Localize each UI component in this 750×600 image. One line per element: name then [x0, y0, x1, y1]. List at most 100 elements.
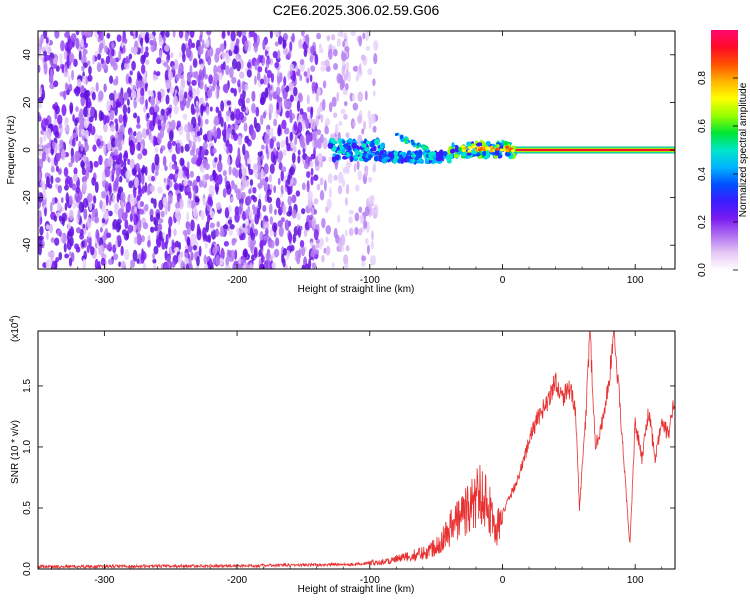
spectrogram-cell — [244, 251, 248, 258]
spectrogram-cell — [120, 94, 124, 106]
spectrogram-cell — [314, 138, 319, 149]
spectrogram-cell — [120, 261, 126, 269]
spectrogram-cell — [261, 144, 265, 150]
spectrogram-cell — [325, 118, 331, 126]
spectrogram-signal-cell — [359, 152, 363, 158]
spectrogram-cell — [58, 215, 62, 222]
spectrogram-cell — [207, 129, 213, 142]
spectrogram-cell — [291, 32, 295, 43]
spectrogram-cell — [260, 114, 264, 126]
spectrogram-signal-cell — [466, 152, 472, 156]
spectrogram-cell — [372, 125, 377, 133]
spectrogram-cell — [197, 136, 201, 143]
spectrogram-cell — [75, 106, 79, 112]
spectrogram-cell — [38, 244, 42, 256]
spectrogram-cell — [278, 76, 283, 83]
spectrogram-cell — [135, 31, 138, 38]
spectrogram-signal-cell — [425, 147, 429, 151]
spectrogram-cell — [343, 113, 348, 120]
spectrogram-cell — [149, 208, 154, 218]
spectrogram-cell — [229, 66, 234, 79]
spectrogram-cell — [248, 209, 253, 221]
spectrogram-cell — [293, 121, 298, 132]
spectrogram-cell — [142, 261, 147, 269]
spectrogram-cell — [165, 122, 170, 129]
spectrogram-cell — [243, 262, 247, 269]
spectrogram-cell — [184, 143, 190, 152]
spectrogram-cell — [253, 32, 258, 43]
spectrogram-cell — [55, 177, 61, 183]
spectrogram-cell — [252, 186, 257, 194]
spectrogram-cell — [222, 170, 227, 177]
spectrogram-cell — [348, 161, 352, 168]
spectrogram-signal-cell — [416, 145, 420, 149]
spectrogram-cell — [249, 262, 253, 269]
spectrogram-cell — [129, 194, 135, 206]
spectrogram-cell — [269, 183, 273, 191]
spectrogram-cell — [254, 61, 258, 71]
spectrogram-cell — [287, 174, 291, 186]
spectrogram-cell — [64, 31, 70, 39]
colorbar: 0.0 0.2 0.4 0.6 0.8 Normalized spectral ampl… — [697, 30, 749, 277]
spectrogram-cell — [241, 31, 247, 38]
spectrogram-cell — [232, 167, 237, 176]
spectrogram-cell — [238, 167, 243, 180]
spectrogram-cell — [192, 206, 198, 219]
spectrogram-cell — [76, 78, 82, 88]
spectrogram-cell — [112, 78, 119, 86]
spectrogram-cell — [373, 53, 378, 65]
spectrogram-cell — [316, 107, 321, 117]
spectrogram-cell — [224, 207, 230, 219]
spectrogram-cell — [207, 196, 213, 206]
snr-frame — [37, 330, 676, 570]
spectrogram-cell — [136, 233, 142, 246]
spectrogram-cell — [51, 197, 56, 206]
spectrogram-cell — [162, 155, 167, 167]
spectrogram-cell — [225, 256, 230, 266]
spectrogram-cell — [123, 91, 129, 101]
spectrogram-cell — [117, 223, 122, 231]
spectrogram-signal-cell — [454, 146, 460, 153]
spectrogram-cell — [222, 188, 227, 198]
spectrogram-cell — [362, 32, 366, 40]
spectrogram-cell — [246, 61, 252, 69]
spectrogram-cell — [234, 212, 240, 223]
spectrogram-peak-cell — [477, 148, 482, 152]
spectrogram-cell — [235, 38, 240, 45]
spectrogram-cell — [53, 80, 59, 88]
spectrogram-cell — [277, 220, 283, 228]
spectrogram-cell — [92, 144, 97, 152]
spectrogram-cell — [270, 72, 275, 83]
y-tick-label: 0 — [22, 147, 33, 153]
spectrogram-cell — [227, 155, 231, 167]
spectrogram-cell — [154, 153, 160, 166]
spectrogram-cell — [41, 89, 46, 100]
spectrogram-cell — [263, 163, 269, 175]
spectrogram-cell — [263, 221, 270, 230]
spectrogram-cell — [289, 63, 295, 72]
spectrogram-cell — [87, 192, 93, 203]
spectrogram-cell — [39, 136, 43, 145]
spectrogram-cell — [56, 152, 61, 162]
spectrogram-cell — [320, 114, 324, 123]
spectrogram-cell — [42, 180, 46, 193]
spectrogram-cell — [115, 122, 119, 133]
spectrogram-cell — [88, 65, 92, 76]
spectrogram-cell — [215, 201, 222, 211]
spectrogram-cell — [123, 114, 127, 121]
snr-scale-label: (x104) — [9, 315, 21, 342]
spectrogram-cell — [82, 258, 87, 269]
spectrogram-cell — [89, 246, 95, 256]
spectrogram-cell — [50, 237, 55, 243]
spectrogram-cell — [151, 175, 156, 182]
spectrogram-cell — [202, 197, 206, 207]
spectrogram-cell — [256, 207, 261, 220]
spectrogram-cell — [46, 127, 52, 140]
spectrogram-cell — [336, 37, 341, 47]
spectrogram-cell — [120, 159, 124, 168]
spectrogram-cell — [63, 90, 67, 100]
spectrogram-cell — [141, 185, 146, 194]
spectrogram-cell — [319, 237, 325, 247]
spectrogram-cell — [75, 186, 81, 194]
spectrogram-cell — [313, 198, 319, 205]
